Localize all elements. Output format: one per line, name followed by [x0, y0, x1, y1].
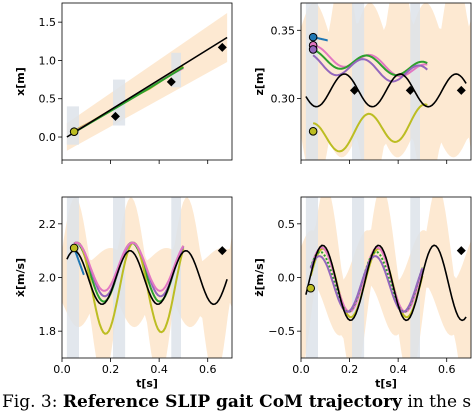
start-marker — [308, 32, 318, 42]
measured-run-line — [312, 54, 428, 83]
touchdown-diamond-marker — [456, 246, 466, 256]
x-position-panel: 0.0 0.5 1.0 1.5 x[m] — [14, 2, 233, 164]
measured-run-line — [312, 48, 428, 77]
stance-phase-shade — [66, 106, 79, 145]
y-tick-label: 1.0 — [39, 54, 57, 67]
x-tick-label: 0.4 — [389, 363, 407, 376]
y-tick-label: 0.30 — [271, 93, 296, 106]
touchdown-diamond-marker — [217, 42, 227, 52]
reference-trajectory-line — [305, 244, 467, 322]
y-tick-label: −0.5 — [268, 325, 295, 338]
confidence-band — [66, 12, 228, 151]
x-axis-label: t[s] — [375, 377, 397, 390]
stance-phase-shade — [305, 197, 318, 358]
stance-phase-shade — [113, 197, 126, 358]
figure-canvas: 0.00.51.01.5x[m] 0.300.35z[m] 0.0 0.2 0.4 0… — [14, 2, 472, 390]
reference-trajectory-line — [66, 249, 228, 306]
y-tick-label: 1.8 — [39, 325, 57, 338]
stance-phase-shade — [410, 197, 420, 358]
start-marker — [308, 127, 318, 136]
y-tick-label: 2.0 — [39, 272, 57, 285]
touchdown-diamond-marker — [217, 246, 227, 256]
x-tick-label: 0.6 — [199, 363, 217, 376]
caption-rest: in the sagittal — [407, 392, 472, 412]
y-tick-label: 2.2 — [39, 218, 57, 231]
start-marker — [306, 283, 316, 293]
y-tick-label: 1.5 — [39, 16, 57, 29]
start-marker — [308, 45, 318, 54]
touchdown-diamond-marker — [456, 85, 466, 95]
axes-frame — [61, 2, 233, 161]
plot-area — [66, 12, 228, 151]
y-tick-label: 0.0 — [278, 272, 296, 285]
stance-phase-shade — [305, 3, 318, 160]
x-axis-label: t[s] — [136, 377, 158, 390]
touchdown-diamond-marker — [110, 111, 120, 121]
y-axis-label: ż[m/s] — [253, 258, 266, 296]
caption-title: Reference SLIP gait CoM trajectory — [62, 392, 402, 412]
touchdown-diamond-marker — [166, 77, 176, 87]
x-tick-label: 0.0 — [53, 363, 71, 376]
measured-run-line — [309, 255, 424, 313]
x-tick-label: 0.0 — [292, 363, 310, 376]
stance-phase-shade — [410, 3, 420, 160]
confidence-band — [301, 3, 471, 160]
caption-prefix: Fig. 3: — [2, 392, 63, 412]
plot-area — [301, 3, 471, 160]
y-axis-label: x[m] — [14, 67, 27, 96]
stance-phase-shade — [352, 197, 365, 358]
x-tick-label: 0.2 — [341, 363, 359, 376]
y-tick-label: 0.35 — [271, 24, 296, 37]
z-height-panel: 0.30 0.35 z[m] — [253, 2, 472, 164]
start-marker — [69, 243, 79, 253]
reference-trajectory-line — [305, 73, 467, 108]
y-tick-label: 0.5 — [39, 93, 57, 106]
y-axis-label: ẋ[m/s] — [14, 258, 27, 297]
measured-run-line — [73, 241, 185, 292]
touchdown-diamond-marker — [349, 85, 359, 95]
y-tick-label: 0.0 — [39, 131, 57, 144]
measured-run-line — [312, 103, 428, 153]
x-tick-label: 0.2 — [102, 363, 120, 376]
y-axis-label: z[m] — [253, 68, 266, 96]
touchdown-diamond-marker — [405, 85, 415, 95]
x-tick-label: 0.4 — [150, 363, 168, 376]
reference-trajectory-line — [66, 36, 228, 138]
y-tick-label: 0.5 — [278, 218, 296, 231]
z-velocity-panel: 0.0 0.2 0.4 0.6 −0.5 0.0 0.5 ż[m/s] t[s] — [253, 196, 472, 390]
figure-caption: Fig. 3: Reference SLIP gait CoM trajecto… — [2, 392, 472, 413]
measured-run-line — [313, 44, 428, 78]
plot-area — [301, 197, 471, 358]
measured-run-line — [73, 247, 85, 276]
confidence-band — [301, 197, 471, 358]
start-marker — [69, 127, 79, 136]
axes-frame — [300, 2, 472, 161]
stance-phase-shade — [66, 197, 79, 358]
x-velocity-panel: 0.0 0.2 0.4 0.6 1.8 2.0 2.2 ẋ[m/s] t[s] — [14, 196, 233, 390]
plot-area — [62, 197, 232, 358]
x-tick-label: 0.6 — [438, 363, 456, 376]
